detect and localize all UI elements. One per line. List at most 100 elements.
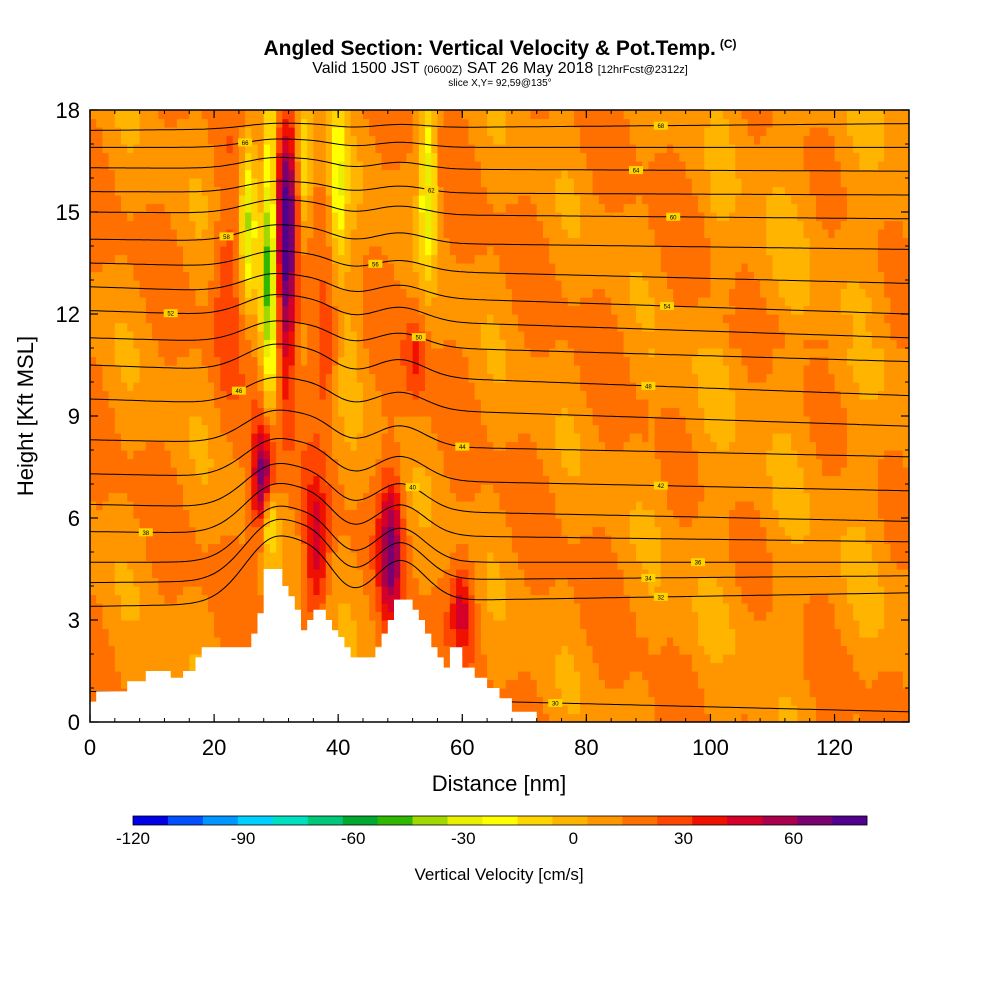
velocity-cell [238,195,246,205]
velocity-cell [363,110,370,120]
velocity-cell [313,526,321,536]
velocity-cell [338,475,345,485]
velocity-cell [96,161,103,171]
velocity-cell [468,501,476,511]
velocity-cell [201,518,209,528]
velocity-cell [375,135,383,145]
velocity-cell [114,518,122,528]
velocity-cell [288,526,296,536]
velocity-cell [121,288,128,298]
velocity-cell [207,365,215,375]
velocity-cell [406,297,414,307]
velocity-cell [462,526,470,536]
velocity-cell [425,603,432,613]
velocity-cell [319,195,327,205]
velocity-cell [369,373,376,383]
velocity-cell [449,603,457,613]
velocity-cell [449,594,457,604]
velocity-cell [201,314,209,324]
velocity-cell [331,475,339,485]
velocity-cell [96,152,103,162]
velocity-cell [505,458,513,468]
velocity-cell [251,399,259,409]
velocity-cell [251,603,259,613]
velocity-cell [344,348,352,358]
velocity-cell [238,611,246,621]
velocity-cell [288,229,296,239]
velocity-cell [449,331,457,341]
velocity-cell [474,297,482,307]
velocity-cell [300,399,308,409]
velocity-cell [474,212,482,222]
velocity-cell [437,450,445,460]
velocity-cell [363,314,370,324]
velocity-cell [189,450,197,460]
velocity-cell [195,382,203,392]
velocity-cell [214,271,221,281]
velocity-cell [468,229,476,239]
velocity-cell [276,110,283,120]
velocity-cell [238,535,246,545]
velocity-cell [331,152,339,162]
velocity-cell [245,110,252,120]
velocity-cell [313,509,321,519]
velocity-cell [214,280,221,290]
slice-label: slice X,Y= 92,59@135° [448,78,552,89]
velocity-cell [220,620,228,630]
velocity-cell [214,254,221,264]
velocity-cell [474,373,482,383]
velocity-cell [313,484,321,494]
velocity-cell [449,229,457,239]
velocity-cell [400,390,408,400]
velocity-cell [425,501,432,511]
velocity-cell [511,441,519,451]
velocity-cell [220,577,228,587]
velocity-cell [158,594,166,604]
velocity-cell [443,450,451,460]
velocity-cell [381,407,389,417]
velocity-cell [127,416,135,426]
velocity-cell [443,161,451,171]
velocity-cell [375,237,383,247]
velocity-cell [189,118,197,128]
velocity-cell [170,594,178,604]
velocity-cell [251,450,259,460]
velocity-cell [350,322,358,332]
velocity-cell [412,280,420,290]
velocity-cell [158,254,166,264]
velocity-cell [400,288,408,298]
velocity-cell [511,322,519,332]
velocity-cell [406,569,414,579]
velocity-cell [493,237,501,247]
velocity-cell [145,433,153,443]
velocity-cell [245,637,252,647]
velocity-cell [245,433,252,443]
velocity-cell [418,518,426,528]
velocity-cell [474,246,482,256]
velocity-cell [108,373,116,383]
velocity-cell [381,560,389,570]
velocity-cell [201,628,209,638]
velocity-cell [102,416,110,426]
velocity-cell [412,594,420,604]
velocity-cell [176,220,184,230]
velocity-cell [226,254,234,264]
velocity-cell [412,399,420,409]
velocity-cell [232,161,240,171]
velocity-cell [331,560,339,570]
velocity-cell [487,526,494,536]
velocity-cell [170,373,178,383]
velocity-cell [406,390,414,400]
velocity-cell [189,628,197,638]
velocity-cell [207,535,215,545]
velocity-cell [145,178,153,188]
velocity-cell [493,365,501,375]
velocity-cell [313,373,321,383]
velocity-cell [400,373,408,383]
velocity-cell [238,441,246,451]
velocity-cell [158,458,166,468]
velocity-cell [375,441,383,451]
velocity-cell [480,645,488,655]
velocity-cell [456,407,463,417]
velocity-cell [152,169,159,179]
